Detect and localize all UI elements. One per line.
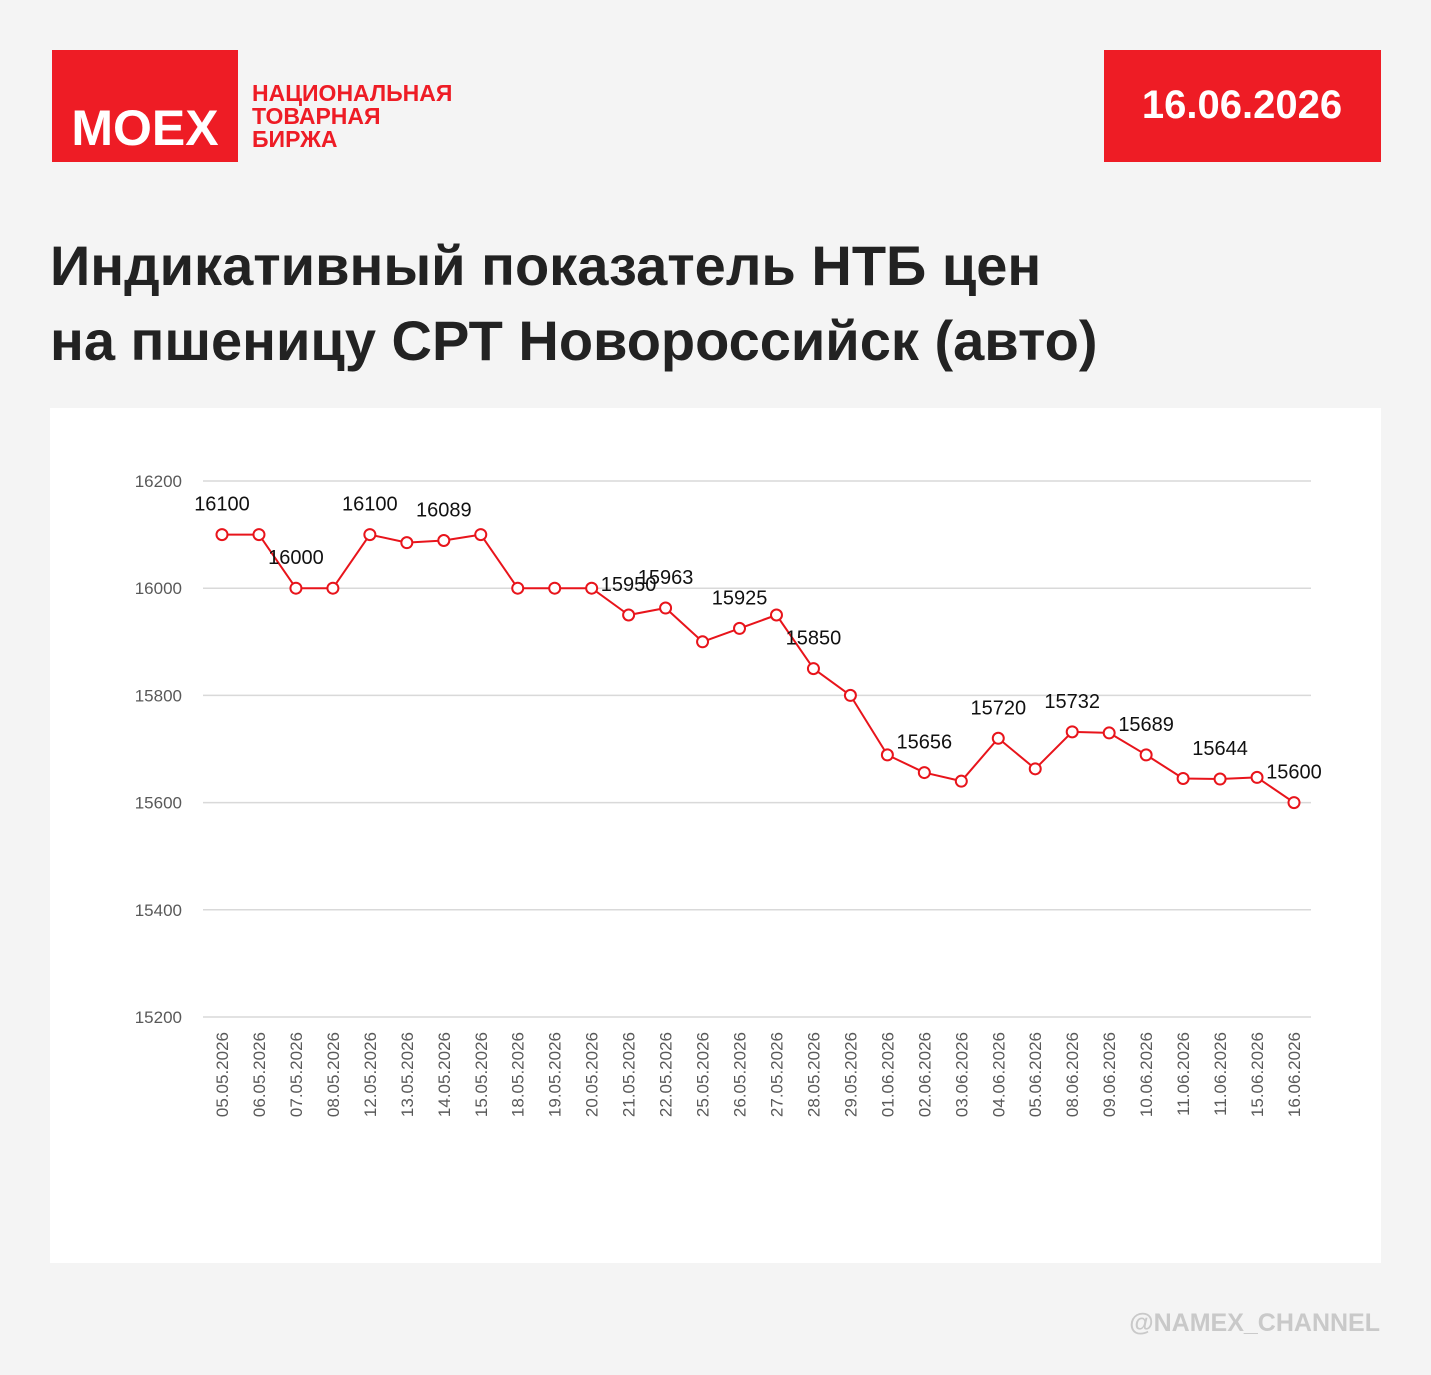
data-point [289,581,303,595]
x-tick-label: 03.06.2026 [952,1032,971,1117]
data-point [769,608,783,622]
data-point [954,774,968,788]
x-tick-label: 13.05.2026 [398,1032,417,1117]
data-point [917,766,931,780]
data-label: 16100 [194,494,250,516]
date-box [1104,50,1381,162]
data-label: 15732 [1044,691,1100,713]
data-point [1213,772,1227,786]
data-label: 16089 [416,499,472,521]
x-tick-label: 26.05.2026 [731,1032,750,1117]
y-tick-label: 16000 [135,579,182,598]
x-tick-label: 08.06.2026 [1063,1032,1082,1117]
data-point [1028,762,1042,776]
data-label: 15950 [601,574,657,596]
data-point [843,688,857,702]
data-point [659,601,673,615]
data-point [1287,796,1301,810]
data-point [511,581,525,595]
x-tick-label: 04.06.2026 [989,1032,1008,1117]
chart-title: на пшеницу СРТ Новороссийск (авто) [50,309,1097,372]
data-label: 15720 [970,697,1026,719]
x-tick-label: 05.05.2026 [213,1032,232,1117]
data-label: 15689 [1118,714,1174,736]
x-tick-label: 16.06.2026 [1285,1032,1304,1117]
data-point [252,528,266,542]
y-tick-label: 15400 [135,901,182,920]
y-tick-label: 15800 [135,686,182,705]
x-tick-label: 25.05.2026 [694,1032,713,1117]
data-label: 15656 [897,732,953,754]
x-tick-label: 29.05.2026 [841,1032,860,1117]
data-point [1102,726,1116,740]
logo-text: MOEX [71,100,218,156]
data-point [215,528,229,542]
watermark: @NAMEX_CHANNEL [1129,1309,1380,1337]
data-point [622,608,636,622]
data-point [880,748,894,762]
data-label: 15850 [786,628,842,650]
exchange-name: БИРЖА [252,126,338,152]
y-tick-label: 16200 [135,472,182,491]
x-tick-label: 15.06.2026 [1248,1032,1267,1117]
x-tick-label: 12.05.2026 [361,1032,380,1117]
date: 16.06.2026 [1142,83,1342,127]
data-point [400,536,414,550]
x-tick-label: 28.05.2026 [804,1032,823,1117]
data-point [585,581,599,595]
exchange-name: НАЦИОНАЛЬНАЯ [252,80,452,106]
y-tick-label: 15600 [135,794,182,813]
x-tick-label: 02.06.2026 [915,1032,934,1117]
data-label: 15600 [1266,762,1322,784]
data-label: 15963 [638,567,694,589]
data-label: 16000 [268,547,324,569]
x-tick-label: 10.06.2026 [1137,1032,1156,1117]
data-point [1065,725,1079,739]
logo-notch-fill [124,50,238,84]
data-point [1250,770,1264,784]
data-point [696,635,710,649]
data-point [548,581,562,595]
data-label: 16100 [342,494,398,516]
chart-title: Индикативный показатель НТБ цен [50,234,1041,297]
data-point [363,528,377,542]
x-tick-label: 14.05.2026 [435,1032,454,1117]
x-tick-label: 06.05.2026 [250,1032,269,1117]
x-tick-label: 08.05.2026 [324,1032,343,1117]
x-tick-label: 11.06.2026 [1211,1032,1230,1116]
x-tick-label: 22.05.2026 [657,1032,676,1117]
data-label: 15644 [1192,738,1248,760]
data-point [326,581,340,595]
y-tick-label: 15200 [135,1008,182,1027]
x-tick-label: 21.05.2026 [620,1032,639,1117]
exchange-name: ТОВАРНАЯ [252,103,381,129]
x-tick-label: 15.05.2026 [472,1032,491,1117]
x-tick-label: 20.05.2026 [583,1032,602,1117]
data-point [474,528,488,542]
data-point [991,731,1005,745]
data-point [806,662,820,676]
data-point [437,533,451,547]
data-point [1176,771,1190,785]
data-point [1139,748,1153,762]
x-tick-label: 07.05.2026 [287,1032,306,1117]
x-tick-label: 01.06.2026 [878,1032,897,1117]
data-label: 15925 [712,587,768,609]
plot-panel [50,408,1381,1263]
x-tick-label: 18.05.2026 [509,1032,528,1117]
x-tick-label: 19.05.2026 [546,1032,565,1117]
x-tick-label: 05.06.2026 [1026,1032,1045,1117]
x-tick-label: 09.06.2026 [1100,1032,1119,1117]
x-tick-label: 27.05.2026 [767,1032,786,1117]
x-tick-label: 11.06.2026 [1174,1032,1193,1116]
data-point [733,621,747,635]
